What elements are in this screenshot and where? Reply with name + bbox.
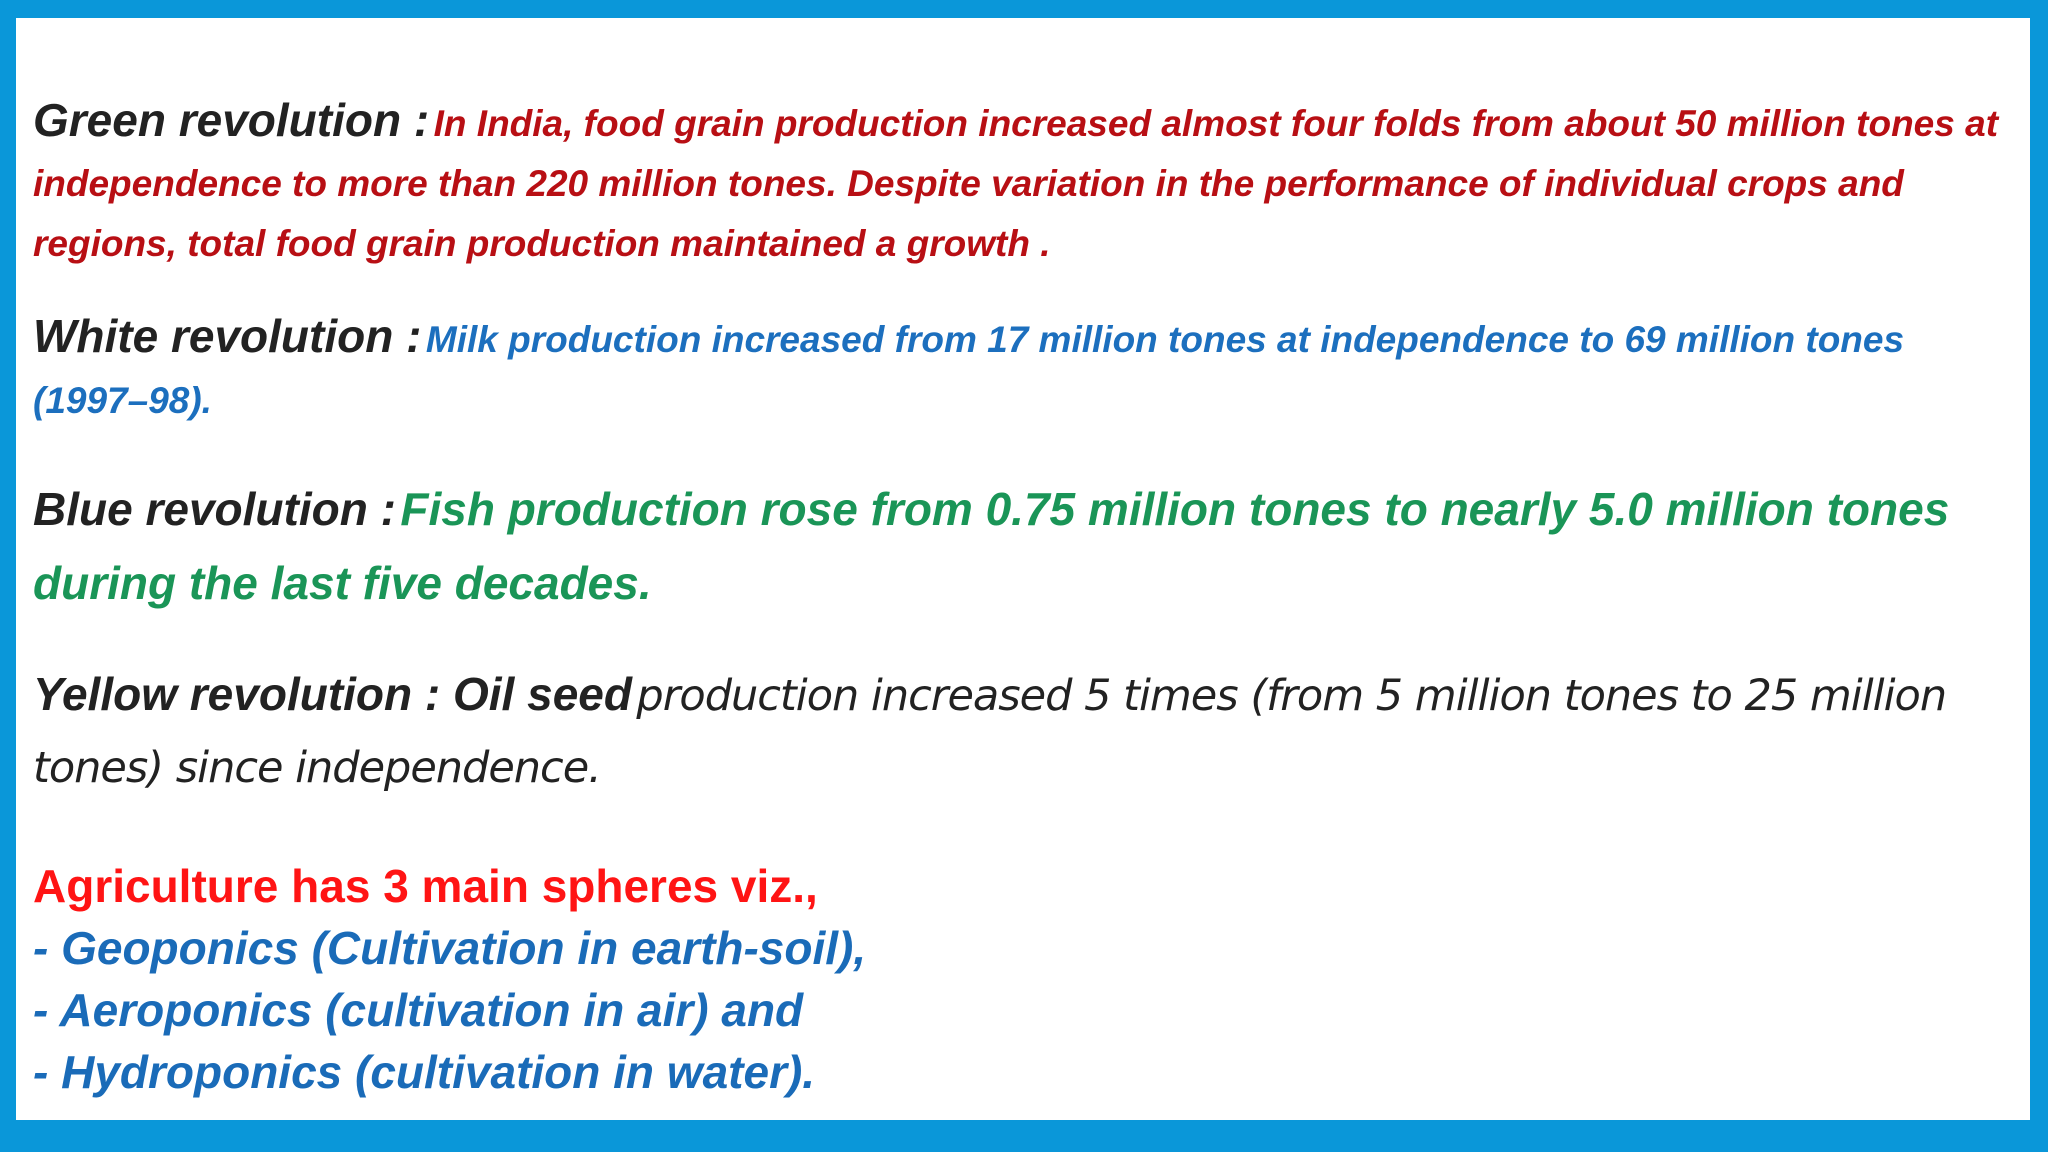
green-revolution: Green revolution : In India, food grain … — [33, 94, 2008, 278]
sphere-item: - Aeroponics (cultivation in air) and — [33, 984, 804, 1036]
sphere-item: - Hydroponics (cultivation in water). — [33, 1046, 816, 1098]
sphere-item: - Geoponics (Cultivation in earth-soil), — [33, 922, 867, 974]
section-text: production increased 5 times (from 5 mil… — [33, 671, 1947, 793]
section-label: Yellow revolution : Oil seed — [33, 668, 632, 720]
white-revolution: White revolution : Milk production incre… — [33, 310, 2008, 435]
spheres-title: Agriculture has 3 main spheres viz., — [33, 860, 818, 912]
section-text: In India, food grain production increase… — [33, 103, 1999, 264]
section-label: White revolution : — [33, 310, 422, 362]
slide: Green revolution : In India, food grain … — [16, 18, 2030, 1120]
section-text: Fish production rose from 0.75 million t… — [33, 483, 1950, 609]
section-text: Milk production increased from 17 millio… — [33, 319, 1905, 421]
section-label: Green revolution : — [33, 94, 430, 146]
yellow-revolution: Yellow revolution : Oil seed production … — [33, 663, 2008, 809]
blue-revolution: Blue revolution : Fish production rose f… — [33, 478, 2008, 626]
section-label: Blue revolution : — [33, 483, 396, 535]
spheres: Agriculture has 3 main spheres viz., - G… — [33, 855, 2008, 1103]
